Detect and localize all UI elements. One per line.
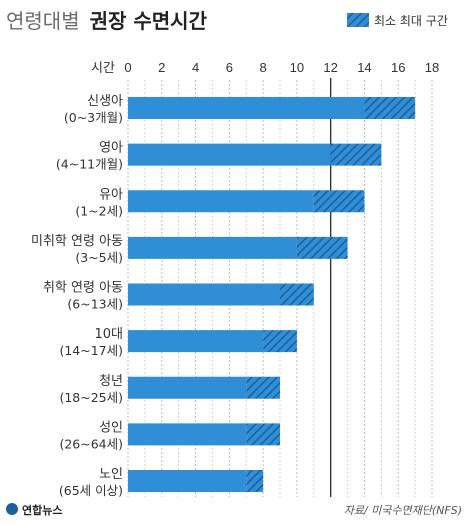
category-name: 청년 xyxy=(99,374,123,389)
bar-min-8 xyxy=(128,470,247,492)
category-range: (26~64세) xyxy=(59,436,123,451)
source-note: 자료/ 미국수면재단(NFS) xyxy=(344,504,462,517)
bar-range-0 xyxy=(364,97,416,119)
x-tick-label: 18 xyxy=(425,60,439,75)
bar-range-8 xyxy=(246,470,264,492)
x-tick-label: 16 xyxy=(391,60,405,75)
bar-range-1 xyxy=(330,143,382,166)
category-range: (3~5세) xyxy=(75,250,123,265)
bar-min-6 xyxy=(128,376,247,399)
category-range: (18~25세) xyxy=(59,390,123,405)
category-name: 영아 xyxy=(99,141,123,156)
bar-min-1 xyxy=(128,143,331,166)
category-range: (0~3개월) xyxy=(64,110,123,125)
bar-min-0 xyxy=(128,97,365,119)
bar-range-7 xyxy=(246,423,280,446)
x-tick-label: 10 xyxy=(290,60,304,75)
category-name: 유아 xyxy=(99,187,123,202)
x-tick-label: 4 xyxy=(192,60,199,75)
bar-range-6 xyxy=(246,376,280,399)
category-name: 10대 xyxy=(94,327,123,342)
category-name: 성인 xyxy=(99,420,123,435)
bar-range-2 xyxy=(313,190,365,213)
x-tick-label: 12 xyxy=(323,60,337,75)
bar-min-4 xyxy=(128,283,280,306)
category-range: (1~2세) xyxy=(75,203,123,218)
x-unit-label: 시간 xyxy=(91,61,115,76)
chart-title: 연령대별 권장 수면시간 xyxy=(6,9,208,33)
legend-label: 최소 최대 구간 xyxy=(374,14,448,28)
bar-min-5 xyxy=(128,330,264,353)
bar-min-2 xyxy=(128,190,314,213)
logo-text: 연합뉴스 xyxy=(22,503,62,517)
title-light: 연령대별 xyxy=(6,9,80,33)
bar-range-4 xyxy=(280,283,314,306)
logo: 연합뉴스 xyxy=(6,503,62,517)
category-name: 취학 연령 아동 xyxy=(43,281,123,296)
x-axis-ticks: 시간 0 2 4 6 8 10 12 14 16 18 xyxy=(91,60,439,76)
x-tick-label: 2 xyxy=(158,60,165,75)
x-tick-label: 6 xyxy=(226,60,233,75)
category-name: 신생아 xyxy=(87,94,123,109)
bar-range-5 xyxy=(263,330,297,353)
legend-swatch xyxy=(347,13,369,27)
bar-min-3 xyxy=(128,236,297,259)
x-tick-label: 0 xyxy=(124,60,131,75)
category-labels: 신생아(0~3개월) 영아(4~11개월) 유아(1~2세) 미취학 연령 아동(3~… xyxy=(31,94,123,498)
legend: 최소 최대 구간 xyxy=(347,13,448,28)
category-range: (4~11개월) xyxy=(56,157,123,172)
x-tick-label: 14 xyxy=(357,60,371,75)
category-range: (14~17세) xyxy=(59,343,123,358)
x-tick-label: 8 xyxy=(259,60,266,75)
category-name: 노인 xyxy=(99,467,123,482)
category-range: (6~13세) xyxy=(67,297,123,312)
bar-range-3 xyxy=(296,236,348,259)
title-bold: 권장 수면시간 xyxy=(90,9,208,33)
bar-min-7 xyxy=(128,423,247,446)
category-range: (65세 이상) xyxy=(59,483,123,498)
category-name: 미취학 연령 아동 xyxy=(31,234,123,249)
logo-icon xyxy=(6,503,18,515)
bars xyxy=(128,97,416,492)
